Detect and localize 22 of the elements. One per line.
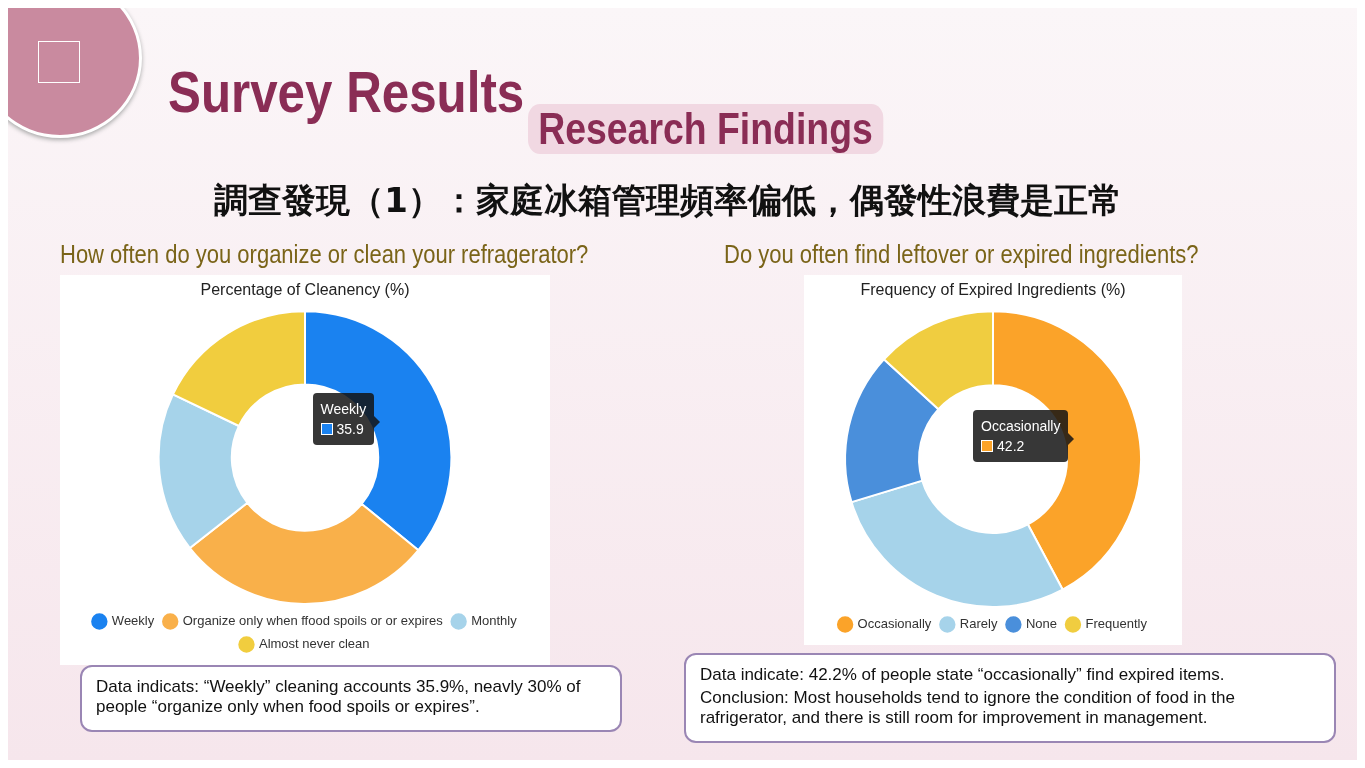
slice-label: Weekly xyxy=(320,400,367,417)
text: Data indicats: “Weekly” cleaning accounts 35.9%, neavly 30% of people “organize only when food spoils or expires”. xyxy=(96,677,581,716)
data-label: 35.9 xyxy=(336,419,364,439)
text: Conclusion: Most households tend to ignore the condition of food in the rafrigerator, and there is still room for improvement in management. xyxy=(700,688,1235,727)
text: 調查發現（1）：家庭冰箱管理頻率偏低，偶發性浪費是正常 xyxy=(214,180,1122,220)
chart-subtitle: Do you often find leftover or expired ingredients? xyxy=(724,240,1199,268)
slice-label: Occasionally xyxy=(981,417,1061,434)
text: Research Findings xyxy=(538,104,873,153)
legend-label: Weekly xyxy=(111,613,155,629)
legend-label: None xyxy=(1025,616,1057,632)
legend-label: Frequently xyxy=(1085,616,1148,632)
legend-label: Organize only when ffood spoils or or expires xyxy=(182,613,444,629)
chart-title: Percentage of Cleanency (%) xyxy=(200,281,410,299)
legend-label: Almost never clean xyxy=(258,636,370,652)
chart-title: Frequency of Expired Ingredients (%) xyxy=(860,281,1126,299)
text: Survey Results xyxy=(168,59,525,124)
chart-subtitle: How often do you organize or clean your refragerator? xyxy=(60,240,589,268)
legend-label: Monthly xyxy=(471,613,518,629)
data-label: 42.2 xyxy=(997,436,1025,456)
legend-label: Occasionally xyxy=(857,616,932,632)
text: Data indicate: 42.2% of people state “occasionally” find expired items. xyxy=(700,665,1225,684)
legend-label: Rarely xyxy=(959,616,998,632)
